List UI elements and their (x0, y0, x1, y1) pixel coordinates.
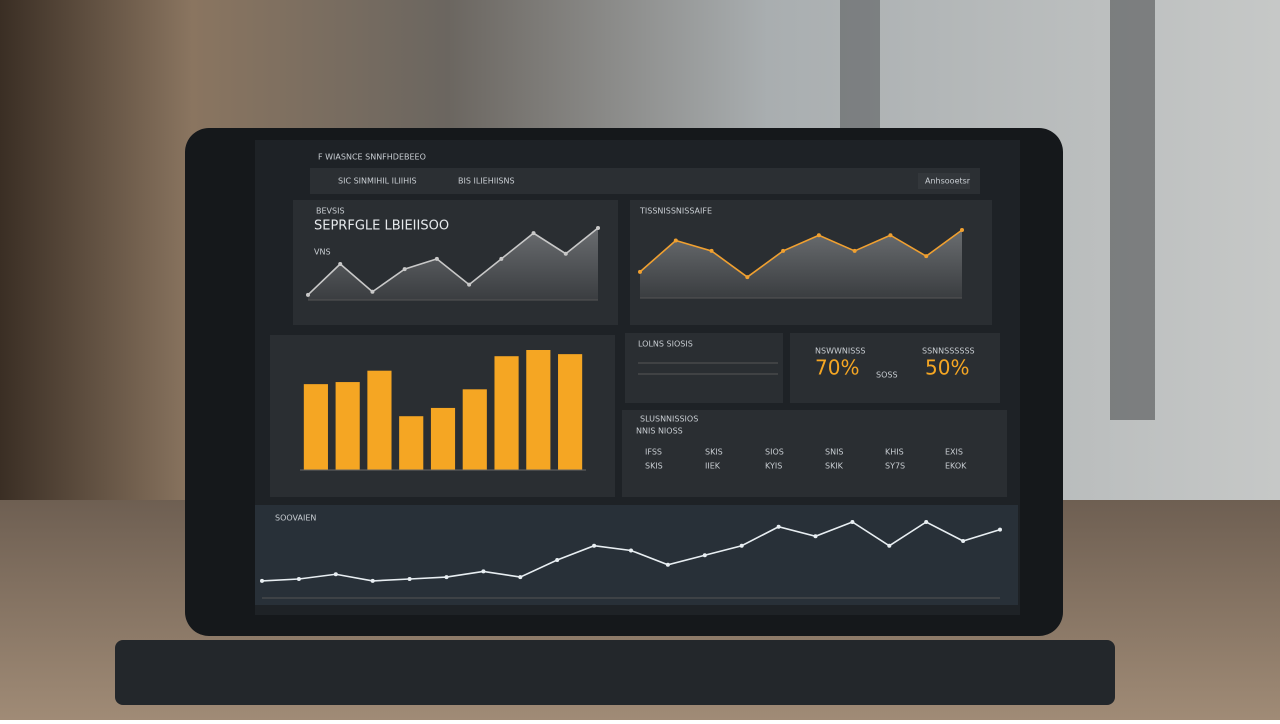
panel-subtitle: SEPRFGLE LBIEIISOO (314, 219, 449, 234)
panel-subtitle: NNIS NIOSS (636, 427, 683, 436)
point (296, 577, 301, 581)
bar (558, 354, 583, 470)
table-cell: IIEK (705, 462, 721, 471)
point (434, 256, 439, 261)
point (816, 233, 821, 238)
table-cell: SKIS (645, 462, 663, 471)
point (338, 262, 343, 266)
table-cell: SKIS (705, 448, 723, 457)
bar (399, 416, 424, 470)
point (260, 578, 264, 583)
point (852, 248, 857, 253)
bar (430, 407, 456, 470)
point (531, 231, 536, 236)
tablet-cover (115, 640, 1115, 705)
area (308, 228, 598, 300)
point (563, 251, 568, 256)
panel (790, 333, 1000, 403)
panel (622, 410, 1007, 497)
point (924, 254, 929, 259)
table-cell: KYIS (765, 462, 782, 471)
point (518, 575, 523, 580)
point (850, 520, 855, 524)
kpi-value: 50% (925, 356, 969, 380)
button-label[interactable]: Anhsooetsr (925, 177, 971, 186)
point (467, 282, 472, 287)
charts (260, 226, 1002, 599)
panel-title: BEVSIS (316, 207, 345, 216)
point (592, 543, 597, 548)
panel (255, 505, 1018, 605)
bar (494, 356, 519, 470)
point (961, 539, 966, 543)
button[interactable] (918, 173, 970, 189)
point (888, 233, 893, 238)
point (813, 534, 818, 539)
panel-title: LOLNS SIOSIS (638, 340, 693, 349)
table: IFSS SKIS SKIS IIEK SIOS KYIS SNIS SKIK KHIS SY7S… (645, 448, 967, 471)
point (776, 524, 781, 529)
point (499, 256, 504, 261)
bar (462, 389, 487, 470)
point (370, 578, 375, 583)
table-cell: SIOS (765, 448, 784, 457)
point (709, 248, 714, 253)
table-cell: EKOK (945, 462, 967, 471)
kpi-label: SSNNSSSSSS (922, 347, 975, 356)
point (407, 577, 412, 581)
point (702, 553, 707, 558)
nav-bar (310, 168, 980, 194)
area (640, 230, 962, 298)
panel (625, 333, 783, 403)
window-frame (1110, 0, 1155, 420)
kpi-label: NSWWNISSS (815, 347, 865, 356)
point (596, 226, 600, 230)
panel-title: SLUSNNISSIOS (640, 415, 698, 424)
point (960, 228, 964, 232)
line (307, 227, 599, 296)
point (333, 572, 338, 577)
table-cell: KHIS (885, 448, 904, 457)
table-cell: SY7S (885, 462, 905, 471)
bar (303, 384, 328, 470)
point (370, 289, 375, 294)
point (998, 527, 1002, 532)
point (745, 275, 750, 280)
point (739, 543, 744, 548)
point (444, 575, 449, 580)
point (629, 548, 633, 553)
point (781, 248, 786, 253)
point (402, 267, 407, 272)
panel-title: TISSNISSNISSAIFE (639, 207, 712, 216)
point (924, 520, 929, 524)
kpi-note: SOSS (876, 371, 898, 380)
point (673, 238, 678, 243)
bar (335, 382, 360, 470)
nav-item[interactable]: SIC SINMIHIL ILIIHIS (338, 177, 417, 186)
table-cell: IFSS (645, 448, 662, 457)
table-cell: SKIK (825, 462, 844, 471)
point (555, 558, 560, 562)
point (665, 562, 670, 567)
line (639, 229, 963, 279)
kpi-value: 70% (815, 356, 859, 380)
point (638, 269, 642, 274)
bar (367, 370, 392, 470)
panel-title: SOOVAIEN (275, 514, 316, 523)
point (887, 543, 892, 548)
table-cell: SNIS (825, 448, 844, 457)
table-cell: EXIS (945, 448, 963, 457)
app-title: F WIASNCE SNNFHDEBEEO (318, 153, 426, 162)
nav-item[interactable]: BIS ILIEHIISNS (458, 177, 515, 186)
panel-label: VNS (314, 248, 331, 257)
point (306, 292, 310, 297)
bar (526, 350, 551, 470)
point (481, 569, 486, 574)
